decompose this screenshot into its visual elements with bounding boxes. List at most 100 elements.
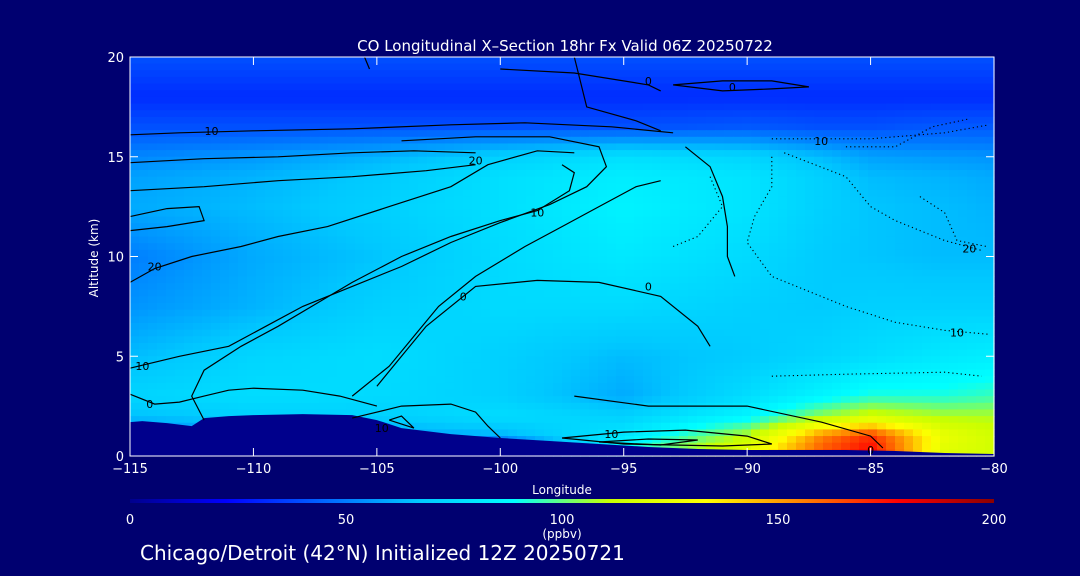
field-cell: [148, 269, 158, 278]
field-cell: [859, 110, 869, 118]
field-cell: [382, 223, 392, 231]
field-cell: [985, 196, 995, 204]
field-cell: [454, 336, 464, 344]
field-cell: [418, 209, 428, 218]
field-cell: [895, 356, 905, 364]
field-cell: [454, 263, 464, 271]
field-cell: [247, 229, 257, 238]
field-cell: [751, 369, 761, 377]
field-cell: [202, 70, 212, 78]
field-cell: [220, 243, 230, 251]
field-cell: [724, 276, 734, 284]
field-cell: [211, 289, 221, 297]
field-cell: [202, 296, 212, 304]
field-cell: [319, 163, 329, 171]
field-cell: [238, 249, 248, 258]
field-cell: [697, 130, 707, 138]
field-cell: [715, 369, 725, 377]
field-cell: [733, 123, 743, 131]
field-cell: [724, 249, 734, 258]
field-cell: [922, 356, 932, 364]
field-cell: [427, 336, 437, 344]
field-cell: [139, 63, 149, 71]
field-cell: [499, 356, 509, 364]
field-cell: [328, 110, 338, 118]
field-cell: [823, 63, 833, 71]
field-cell: [310, 309, 320, 317]
field-cell: [256, 90, 266, 98]
field-cell: [724, 223, 734, 231]
field-cell: [769, 263, 779, 271]
field-cell: [454, 170, 464, 178]
field-cell: [265, 243, 275, 251]
field-cell: [562, 329, 572, 337]
field-cell: [526, 70, 536, 78]
field-cell: [418, 223, 428, 231]
field-cell: [526, 90, 536, 98]
field-cell: [931, 303, 941, 311]
field-cell: [616, 356, 626, 364]
field-cell: [949, 57, 959, 65]
field-cell: [526, 283, 536, 291]
field-cell: [391, 336, 401, 344]
field-cell: [652, 223, 662, 231]
field-cell: [544, 130, 554, 138]
field-cell: [427, 263, 437, 271]
field-cell: [715, 83, 725, 91]
field-cell: [157, 243, 167, 251]
field-cell: [454, 276, 464, 284]
field-cell: [166, 170, 176, 178]
field-cell: [742, 123, 752, 131]
field-cell: [310, 269, 320, 278]
field-cell: [337, 176, 347, 184]
field-cell: [382, 183, 392, 191]
field-cell: [571, 236, 581, 244]
field-cell: [427, 269, 437, 278]
field-cell: [517, 349, 527, 357]
field-cell: [625, 362, 635, 371]
field-cell: [787, 396, 797, 404]
field-cell: [274, 236, 284, 244]
field-cell: [400, 130, 410, 138]
field-cell: [544, 269, 554, 278]
field-cell: [445, 323, 455, 331]
field-cell: [796, 269, 806, 278]
field-cell: [661, 243, 671, 251]
field-cell: [895, 63, 905, 71]
field-cell: [517, 83, 527, 91]
field-cell: [652, 296, 662, 304]
field-cell: [130, 163, 140, 171]
field-cell: [760, 323, 770, 331]
field-cell: [688, 376, 698, 384]
field-cell: [373, 309, 383, 317]
field-cell: [625, 249, 635, 258]
field-cell: [472, 362, 482, 371]
field-cell: [238, 70, 248, 78]
field-cell: [769, 336, 779, 344]
field-cell: [715, 183, 725, 191]
field-cell: [130, 323, 140, 331]
field-cell: [670, 376, 680, 384]
field-cell: [391, 83, 401, 91]
field-cell: [985, 336, 995, 344]
field-cell: [607, 90, 617, 98]
field-cell: [247, 190, 257, 198]
field-cell: [742, 336, 752, 344]
field-cell: [409, 150, 419, 158]
field-cell: [643, 362, 653, 371]
field-cell: [562, 209, 572, 218]
field-cell: [553, 143, 563, 151]
field-cell: [850, 203, 860, 211]
field-cell: [526, 163, 536, 171]
field-cell: [319, 349, 329, 357]
field-cell: [832, 263, 842, 271]
field-cell: [985, 156, 995, 164]
field-cell: [436, 336, 446, 344]
field-cell: [814, 396, 824, 404]
field-cell: [184, 362, 194, 371]
field-cell: [193, 176, 203, 184]
field-cell: [724, 342, 734, 351]
field-cell: [283, 329, 293, 337]
field-cell: [391, 309, 401, 317]
field-cell: [886, 183, 896, 191]
